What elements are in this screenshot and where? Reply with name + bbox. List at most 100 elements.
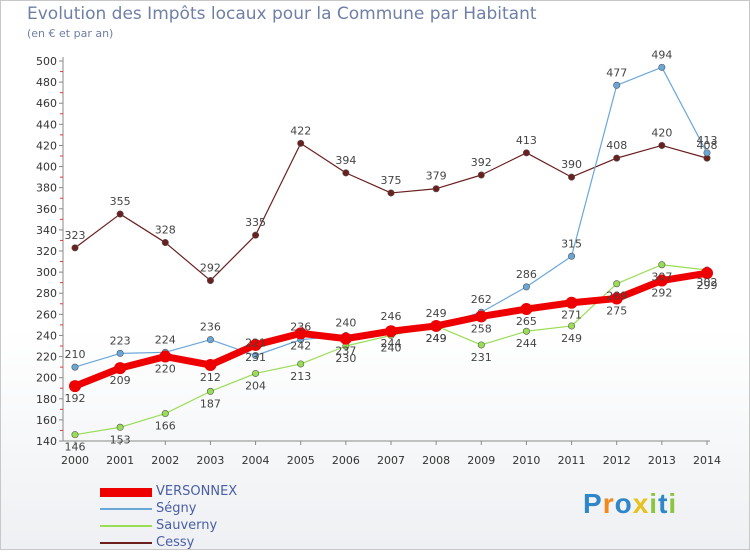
data-label-cessy: 292 — [200, 262, 221, 275]
data-label-versonnex: 237 — [335, 345, 356, 358]
y-tick-label: 420 — [36, 139, 57, 152]
x-tick-label: 2011 — [558, 454, 586, 467]
data-label-versonnex: 265 — [516, 315, 537, 328]
data-label-sauverny: 302 — [697, 276, 718, 289]
data-label-ségny: 286 — [516, 268, 537, 281]
data-label-sauverny: 249 — [561, 332, 582, 345]
data-label-sauverny: 307 — [651, 271, 672, 284]
data-point-cessy — [658, 141, 666, 149]
data-label-ségny: 262 — [471, 293, 492, 306]
x-tick-label: 2008 — [422, 454, 450, 467]
legend-label: Ségny — [156, 501, 197, 516]
data-point-sauverny — [477, 341, 485, 349]
data-point-ségny — [613, 81, 621, 89]
data-point-versonnex — [610, 292, 623, 305]
legend-swatch — [100, 508, 152, 510]
data-point-sauverny — [522, 327, 530, 335]
data-label-versonnex: 299 — [697, 279, 718, 292]
data-label-sauverny: 204 — [245, 379, 266, 392]
legend-label: Cessy — [156, 535, 195, 550]
data-label-cessy: 408 — [606, 139, 627, 152]
y-tick-label: 160 — [36, 414, 57, 427]
legend-swatch — [100, 542, 152, 544]
x-tick-label: 2003 — [196, 454, 224, 467]
data-point-versonnex — [204, 359, 217, 371]
data-point-cessy — [432, 185, 440, 193]
data-point-cessy — [522, 149, 530, 157]
data-label-cessy: 422 — [290, 124, 311, 137]
y-tick-label: 140 — [36, 435, 57, 448]
y-tick-label: 260 — [36, 308, 57, 321]
data-point-versonnex — [565, 296, 578, 309]
logo-letter: t — [658, 488, 669, 519]
data-label-cessy: 335 — [245, 216, 266, 229]
data-label-ségny: 221 — [245, 337, 266, 350]
logo-letter: o — [614, 488, 633, 519]
data-point-versonnex — [249, 338, 262, 351]
data-label-ségny: 210 — [65, 348, 86, 361]
data-label-ségny: 236 — [200, 321, 221, 334]
x-tick-label: 2005 — [287, 454, 315, 467]
data-label-ségny: 240 — [335, 316, 356, 329]
data-label-cessy: 392 — [471, 156, 492, 169]
data-label-cessy: 420 — [651, 126, 672, 139]
data-label-versonnex: 258 — [471, 322, 492, 335]
data-point-sauverny — [297, 360, 305, 368]
data-label-ségny: 224 — [155, 333, 176, 346]
data-label-cessy: 379 — [426, 170, 447, 183]
data-label-versonnex: 192 — [65, 392, 86, 405]
data-point-sauverny — [252, 369, 260, 377]
data-label-versonnex: 292 — [651, 287, 672, 300]
logo-letter: i — [649, 488, 659, 519]
data-point-sauverny — [161, 410, 169, 418]
data-point-ségny — [252, 351, 260, 359]
data-label-versonnex: 220 — [155, 363, 176, 376]
data-label-ségny: 477 — [606, 66, 627, 79]
y-tick-label: 500 — [36, 55, 57, 68]
data-point-cessy — [342, 169, 350, 177]
x-tick-label: 2009 — [467, 454, 495, 467]
legend-label: Sauverny — [156, 518, 218, 533]
data-point-sauverny — [206, 387, 214, 395]
legend-swatch — [100, 487, 152, 497]
x-tick-label: 2010 — [512, 454, 540, 467]
data-label-sauverny: 249 — [426, 332, 447, 345]
data-point-ségny — [522, 283, 530, 291]
x-tick-label: 2002 — [151, 454, 179, 467]
data-point-versonnex — [655, 274, 668, 287]
data-label-cessy: 394 — [335, 154, 356, 167]
data-label-cessy: 413 — [516, 134, 537, 147]
logo-letter: i — [668, 488, 678, 519]
data-label-versonnex: 209 — [110, 374, 131, 387]
data-point-cessy — [387, 189, 395, 197]
data-point-ségny — [703, 149, 711, 157]
data-point-cessy — [477, 171, 485, 179]
data-point-sauverny — [71, 431, 79, 439]
proxiti-logo: Proxiti — [583, 488, 677, 520]
series-line-cessy — [74, 142, 708, 282]
x-tick-label: 2014 — [693, 454, 721, 467]
x-tick-label: 2007 — [377, 454, 405, 467]
y-tick-label: 300 — [36, 266, 57, 279]
data-point-versonnex — [701, 267, 713, 280]
x-tick-label: 2001 — [106, 454, 134, 467]
data-label-ségny: 249 — [426, 307, 447, 320]
data-point-cessy — [613, 154, 621, 162]
data-point-sauverny — [613, 280, 621, 288]
data-point-cessy — [297, 139, 305, 147]
data-point-cessy — [206, 277, 214, 285]
data-label-ségny: 494 — [651, 48, 672, 61]
data-label-cessy: 390 — [561, 158, 582, 171]
data-point-sauverny — [116, 423, 124, 431]
data-point-ségny — [658, 63, 666, 71]
data-label-ségny: 223 — [110, 334, 131, 347]
data-label-sauverny: 230 — [335, 352, 356, 365]
y-tick-label: 200 — [36, 372, 57, 385]
y-tick-label: 480 — [36, 76, 57, 89]
data-label-cessy: 323 — [65, 229, 86, 242]
y-tick-label: 280 — [36, 287, 57, 300]
data-label-sauverny: 244 — [516, 337, 537, 350]
y-tick-label: 400 — [36, 161, 57, 174]
data-label-versonnex: 242 — [290, 339, 311, 352]
